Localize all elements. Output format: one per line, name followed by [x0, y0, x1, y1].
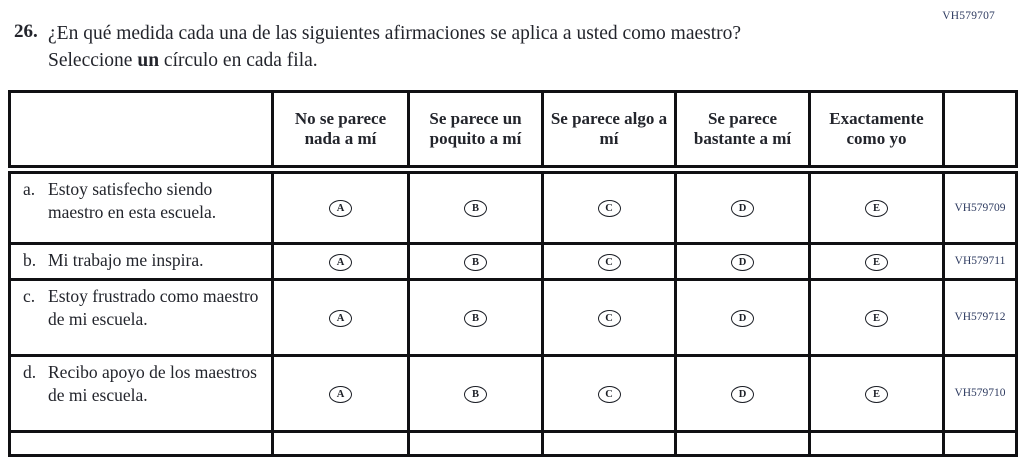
option-cell: B: [407, 167, 544, 245]
option-bubble-a-E[interactable]: E: [865, 200, 888, 218]
partial-cell: [808, 429, 945, 457]
option-cell: D: [674, 241, 811, 281]
option-bubble-c-E[interactable]: E: [865, 309, 888, 327]
table-row: c. Estoy frustrado como maestro de mi esc…: [8, 277, 1018, 357]
statement-cell: b. Mi trabajo me inspira.: [8, 241, 274, 281]
option-cell: B: [407, 277, 544, 357]
option-bubble-c-A[interactable]: A: [329, 309, 352, 327]
partial-cell: [541, 429, 677, 457]
row-letter: b.: [23, 249, 37, 270]
option-bubble-a-D[interactable]: D: [731, 200, 754, 218]
form-code: VH579707: [942, 10, 995, 22]
header-row: No se parece nada a mí Se parece un poqui…: [8, 89, 1018, 174]
question-block: 26. ¿En qué medida cada una de las sigui…: [14, 21, 1023, 75]
partial-row: [8, 429, 1018, 457]
option-cell: D: [674, 167, 811, 245]
row-letter: a.: [23, 178, 36, 199]
choice-header: No se parece nada a mí: [271, 89, 410, 174]
option-bubble-a-A[interactable]: A: [329, 200, 352, 218]
statement-cell: d. Recibo apoyo de los maestros de mi esc…: [8, 353, 274, 433]
option-bubble-b-B[interactable]: B: [464, 253, 487, 271]
option-cell: C: [541, 241, 677, 281]
table-row: a. Estoy satisfecho siendo maestro en est…: [8, 167, 1018, 245]
option-cell: C: [541, 277, 677, 357]
choice-header: Se parece bastante a mí: [674, 89, 811, 174]
row-statement: Recibo apoyo de los maestros de mi escue…: [48, 361, 257, 405]
option-bubble-c-B[interactable]: B: [464, 309, 487, 327]
question-text-part2: círculo en cada fila.: [159, 49, 318, 71]
statement-header-cell: [8, 89, 274, 174]
row-statement: Estoy frustrado como maestro de mi escue…: [48, 285, 259, 329]
option-cell: E: [808, 241, 945, 281]
option-cell: E: [808, 277, 945, 357]
question-number: 26.: [14, 21, 38, 42]
option-bubble-c-D[interactable]: D: [731, 309, 754, 327]
option-cell: E: [808, 167, 945, 245]
statement-cell: a. Estoy satisfecho siendo maestro en est…: [8, 167, 274, 245]
option-bubble-d-B[interactable]: B: [464, 385, 487, 403]
row-statement: Mi trabajo me inspira.: [48, 249, 204, 270]
option-cell: B: [407, 241, 544, 281]
partial-cell: [674, 429, 811, 457]
table-row: b. Mi trabajo me inspira. A B C D E VH579711: [8, 241, 1018, 281]
row-letter: c.: [23, 285, 36, 306]
survey-matrix-table: No se parece nada a mí Se parece un poqui…: [8, 89, 1018, 457]
question-text: ¿En qué medida cada una de las siguiente…: [48, 21, 788, 75]
statement-cell: c. Estoy frustrado como maestro de mi esc…: [8, 277, 274, 357]
option-cell: A: [271, 277, 410, 357]
option-bubble-c-C[interactable]: C: [597, 309, 621, 327]
option-bubble-a-C[interactable]: C: [597, 200, 621, 218]
table-row: d. Recibo apoyo de los maestros de mi esc…: [8, 353, 1018, 433]
choice-header: Se parece algo a mí: [541, 89, 677, 174]
option-bubble-a-B[interactable]: B: [464, 200, 487, 218]
option-bubble-b-A[interactable]: A: [329, 253, 352, 271]
option-bubble-b-E[interactable]: E: [865, 253, 888, 271]
choice-header: Se parece un poquito a mí: [407, 89, 544, 174]
option-cell: A: [271, 353, 410, 433]
option-bubble-d-C[interactable]: C: [597, 385, 621, 403]
row-letter: d.: [23, 361, 37, 382]
partial-cell: [271, 429, 410, 457]
partial-cell: [8, 429, 274, 457]
partial-cell: [942, 429, 1018, 457]
row-code: VH579709: [942, 167, 1018, 245]
row-code: VH579710: [942, 353, 1018, 433]
option-bubble-d-D[interactable]: D: [731, 385, 754, 403]
code-header-cell: [942, 89, 1018, 174]
choice-header: Exactamente como yo: [808, 89, 945, 174]
row-code: VH579711: [942, 241, 1018, 281]
partial-cell: [407, 429, 544, 457]
option-cell: A: [271, 241, 410, 281]
option-cell: D: [674, 353, 811, 433]
row-statement: Estoy satisfecho siendo maestro en esta …: [48, 178, 217, 222]
option-bubble-b-D[interactable]: D: [731, 253, 754, 271]
option-cell: B: [407, 353, 544, 433]
question-text-bold: un: [137, 49, 160, 71]
option-bubble-b-C[interactable]: C: [597, 253, 621, 271]
option-bubble-d-A[interactable]: A: [329, 385, 352, 403]
option-cell: D: [674, 277, 811, 357]
option-bubble-d-E[interactable]: E: [865, 385, 888, 403]
row-code: VH579712: [942, 277, 1018, 357]
option-cell: A: [271, 167, 410, 245]
option-cell: C: [541, 167, 677, 245]
option-cell: C: [541, 353, 677, 433]
option-cell: E: [808, 353, 945, 433]
question-text-part1: ¿En qué medida cada una de las siguiente…: [48, 23, 742, 71]
